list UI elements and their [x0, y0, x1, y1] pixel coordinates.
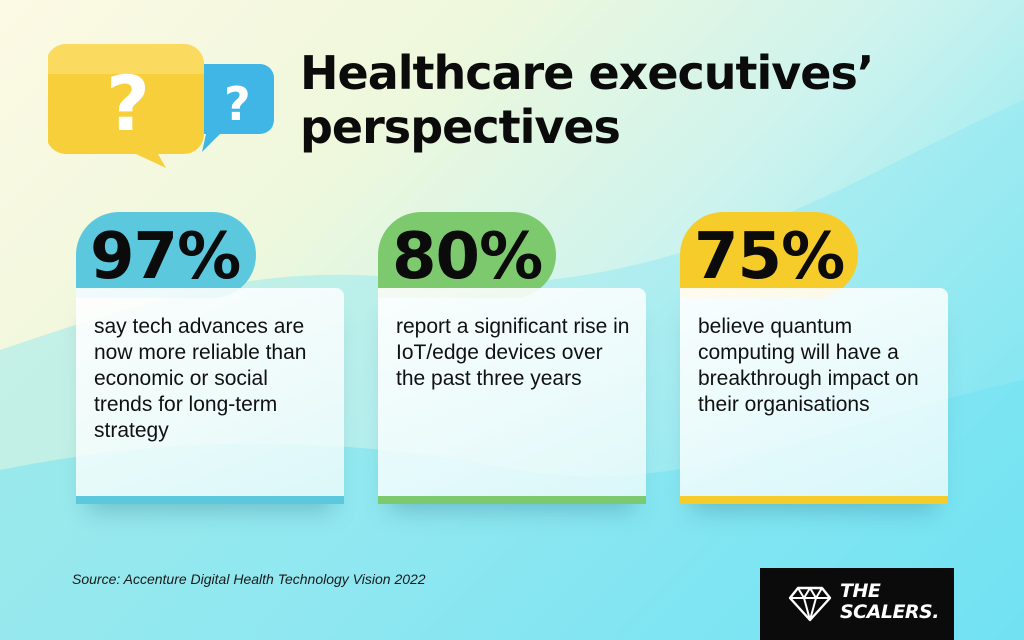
stat-description: say tech advances are now more reliable … — [94, 315, 307, 442]
stat-percent: 80% — [392, 220, 543, 294]
title-line-2: perspectives — [300, 100, 621, 154]
stat-description-card: believe quantum computing will have a br… — [680, 288, 948, 504]
stat-description-card: say tech advances are now more reliable … — [76, 288, 344, 504]
logo-line-1: THE — [840, 580, 881, 602]
stat-accent-bar — [680, 496, 948, 504]
logo-wordmark: THE SCALERS. — [840, 581, 939, 623]
stat-description-card: report a significant rise in IoT/edge de… — [378, 288, 646, 504]
title-line-1: Healthcare executives’ — [300, 46, 874, 100]
stat-description: report a significant rise in IoT/edge de… — [396, 315, 630, 390]
stat-accent-bar — [378, 496, 646, 504]
page-title: Healthcare executives’ perspectives — [300, 46, 1000, 154]
svg-text:?: ? — [106, 59, 150, 148]
stat-percent-pill: 97% — [76, 212, 256, 298]
stat-card-80: 80% report a significant rise in IoT/edg… — [378, 212, 646, 512]
stat-card-97: 97% say tech advances are now more relia… — [76, 212, 344, 512]
source-citation: Source: Accenture Digital Health Technol… — [72, 571, 426, 587]
diamond-logo-icon — [788, 586, 832, 622]
question-speech-bubble-yellow-icon: ? — [46, 44, 204, 168]
stat-percent-pill: 75% — [680, 212, 858, 298]
stat-percent: 97% — [90, 220, 241, 294]
logo-line-2: SCALERS. — [840, 601, 939, 623]
svg-text:?: ? — [224, 77, 251, 131]
the-scalers-logo: THE SCALERS. — [760, 568, 954, 640]
stat-card-75: 75% believe quantum computing will have … — [680, 212, 948, 512]
stat-description: believe quantum computing will have a br… — [698, 315, 919, 416]
stat-accent-bar — [76, 496, 344, 504]
question-speech-bubble-blue-icon: ? — [184, 64, 274, 152]
question-bubbles-icon: ? ? — [46, 38, 278, 168]
stat-percent-pill: 80% — [378, 212, 556, 298]
stat-percent: 75% — [694, 220, 845, 294]
